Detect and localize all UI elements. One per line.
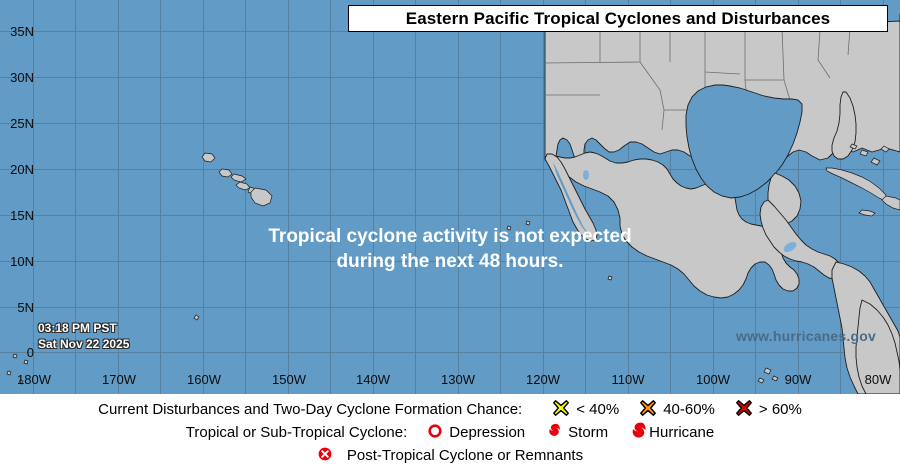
legend-hurricane[interactable]: Hurricane (628, 421, 714, 445)
pacific-small-islands (6, 220, 613, 385)
legend-hurricane-label: Hurricane (649, 424, 715, 441)
tropical-cyclone-map[interactable]: 35N 30N 25N 20N 15N 10N 5N 0 180W 170W 1… (0, 0, 900, 394)
legend-storm[interactable]: Storm (545, 422, 608, 443)
lon-label-110w: 110W (611, 372, 645, 387)
hurricane-spiral-icon (628, 421, 648, 445)
legend-depression-label: Depression (449, 424, 526, 441)
lat-label-10n: 10N (10, 254, 34, 269)
jamaica (858, 209, 876, 217)
lon-label-160w: 160W (187, 372, 221, 387)
lon-label-170w: 170W (102, 372, 136, 387)
central-america (759, 199, 842, 280)
x-marker-yellow-icon (552, 399, 570, 421)
storm-spiral-icon (545, 422, 562, 443)
legend-chance-high-label: > 60% (758, 401, 802, 418)
legend-row-post-tropical: Post-Tropical Cyclone or Remnants (0, 444, 900, 467)
legend-post-tropical-label: Post-Tropical Cyclone or Remnants (346, 447, 584, 464)
lat-label-30n: 30N (10, 70, 34, 85)
lon-label-120w: 120W (526, 372, 560, 387)
lon-label-150w: 150W (272, 372, 306, 387)
lat-label-25n: 25N (10, 116, 34, 131)
legend-row-formation-chance: Current Disturbances and Two-Day Cyclone… (0, 398, 900, 421)
timestamp-time: 03:18 PM PST (38, 321, 117, 335)
legend-chance-medium-label: 40-60% (663, 401, 715, 418)
x-marker-red-icon (735, 399, 753, 421)
lat-label-20n: 20N (10, 162, 34, 177)
hispaniola (881, 195, 900, 211)
legend-post-tropical[interactable]: Post-Tropical Cyclone or Remnants (317, 446, 583, 466)
x-marker-orange-icon (639, 399, 657, 421)
lon-label-130w: 130W (441, 372, 475, 387)
legend-disturbances-label: Current Disturbances and Two-Day Cyclone… (98, 401, 523, 418)
galapagos-islands (757, 367, 779, 384)
lon-label-100w: 100W (696, 372, 730, 387)
legend-chance-medium[interactable]: 40-60% (639, 399, 715, 421)
map-legend: Current Disturbances and Two-Day Cyclone… (0, 394, 900, 469)
legend-storm-label: Storm (568, 424, 609, 441)
lat-label-15n: 15N (10, 208, 34, 223)
state-borders (544, 27, 851, 131)
inland-lake (583, 170, 589, 180)
page-title: Eastern Pacific Tropical Cyclones and Di… (405, 8, 831, 28)
legend-depression[interactable]: Depression (427, 423, 525, 443)
depression-circle-icon (427, 423, 443, 443)
hawaiian-islands (201, 152, 273, 207)
lake-nicaragua (783, 241, 797, 253)
timestamp-date: Sat Nov 22 2025 (38, 337, 130, 351)
gulf-of-mexico (685, 84, 803, 199)
lon-label-80w: 80W (864, 372, 892, 387)
map-title-box: Eastern Pacific Tropical Cyclones and Di… (348, 5, 888, 32)
website-watermark: www.hurricanes.gov (735, 328, 876, 344)
south-america (855, 299, 900, 394)
bahamas-islands (849, 143, 890, 166)
coastlines-layer (6, 13, 900, 394)
legend-chance-low-label: < 40% (576, 401, 620, 418)
lat-label-35n: 35N (10, 24, 34, 39)
lon-label-180w: 180W (17, 372, 51, 387)
legend-cyclone-label: Tropical or Sub-Tropical Cyclone: (185, 424, 408, 441)
mexico (544, 151, 800, 299)
cuba (825, 167, 889, 202)
legend-chance-low[interactable]: < 40% (552, 399, 619, 421)
lon-label-140w: 140W (356, 372, 390, 387)
lon-label-90w: 90W (784, 372, 812, 387)
timestamp: 03:18 PM PST Sat Nov 22 2025 (38, 320, 129, 352)
florida (831, 91, 857, 160)
lat-label-0: 0 (26, 345, 34, 360)
post-tropical-circle-x-icon (317, 446, 333, 466)
lat-label-5n: 5N (17, 300, 34, 315)
legend-chance-high[interactable]: > 60% (735, 399, 802, 421)
legend-row-cyclone-types: Tropical or Sub-Tropical Cyclone: Depres… (0, 421, 900, 444)
